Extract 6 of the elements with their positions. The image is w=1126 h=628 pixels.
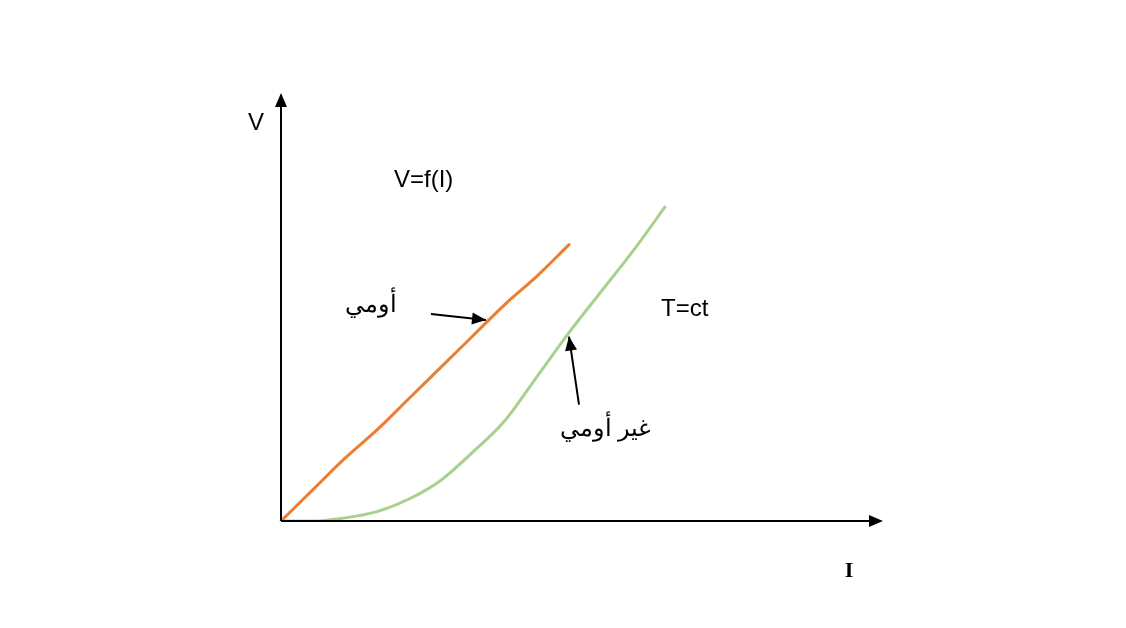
x-axis-title: I: [844, 556, 854, 582]
annotation: T=ct: [661, 293, 709, 321]
chart-title: V=f(I): [394, 164, 454, 192]
text: أومي: [345, 287, 397, 319]
series-label: غير أومي: [560, 410, 651, 442]
y-axis-title: V: [247, 107, 265, 135]
